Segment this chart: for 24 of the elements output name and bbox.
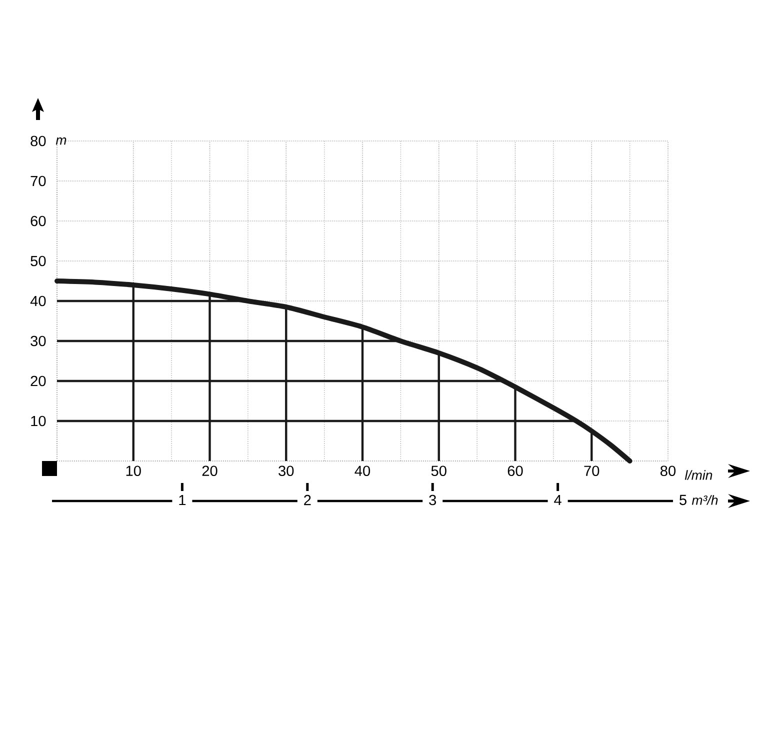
x-tick-label: 60 [508, 466, 523, 476]
x2-tick-label: 1 [179, 494, 186, 506]
y-tick-label: 10 [31, 416, 46, 426]
y-tick-label: 70 [30, 176, 46, 186]
x-tick-label: 70 [584, 466, 600, 476]
x-tick-label: 20 [202, 466, 218, 476]
x-tick-label: 40 [354, 466, 370, 476]
x2-tick-label: 3 [429, 494, 436, 506]
x2-tick-label: 2 [304, 494, 311, 506]
y-tick-label: 30 [30, 336, 46, 346]
y-axis-title: m [56, 137, 66, 145]
y-tick-label: 60 [30, 216, 46, 226]
y-tick-label: 80 [30, 136, 46, 146]
x-tick-label: 80 [660, 466, 676, 476]
y-tick-label: 20 [30, 376, 46, 386]
x-tick-label: 10 [126, 466, 141, 476]
x-tick-label: 50 [431, 466, 446, 476]
x2-tick-label: 5 [680, 494, 686, 506]
x-tick-label: 30 [278, 466, 294, 476]
x2-tick-label: 4 [554, 494, 562, 506]
x-axis-title: l/min [684, 470, 712, 480]
y-tick-label: 40 [30, 296, 46, 306]
y-tick-label: 50 [30, 256, 46, 266]
x2-axis-title: m³/h [692, 495, 718, 505]
